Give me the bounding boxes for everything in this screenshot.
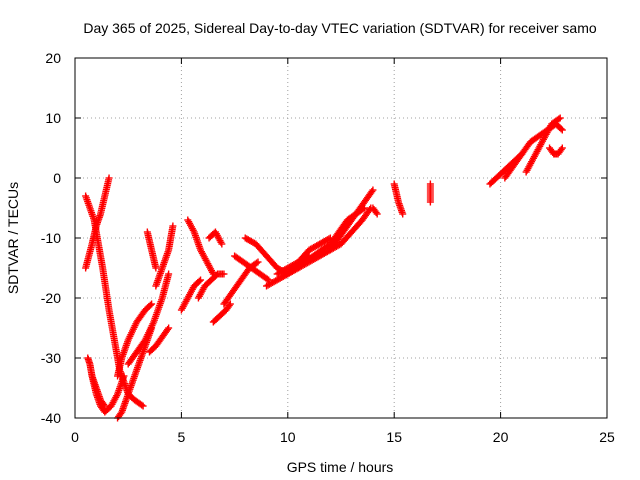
data-series-segment — [546, 144, 566, 158]
data-point — [169, 222, 177, 230]
data-point — [220, 270, 228, 278]
data-point — [254, 258, 262, 266]
y-tick-label: -10 — [41, 230, 61, 246]
x-axis-title: GPS time / hours — [287, 459, 394, 475]
data-series-segment — [82, 192, 147, 410]
data-series-segment — [205, 228, 226, 248]
data-marks — [82, 114, 566, 422]
x-tick-label: 20 — [493, 429, 509, 445]
data-point — [148, 300, 156, 308]
data-series-segment — [194, 270, 228, 302]
data-point — [369, 186, 377, 194]
data-series-segment — [369, 204, 381, 218]
data-series-segment — [294, 204, 375, 272]
data-point — [218, 240, 226, 248]
data-point — [557, 146, 565, 153]
data-point — [165, 324, 173, 332]
data-point — [558, 144, 566, 152]
data-point — [105, 174, 113, 182]
data-series-segment — [522, 114, 564, 176]
data-series-segment — [184, 216, 217, 278]
y-tick-label: -30 — [41, 350, 61, 366]
x-tick-label: 10 — [280, 429, 296, 445]
data-point — [100, 401, 108, 408]
data-point — [138, 401, 146, 409]
data-series-segment — [152, 222, 177, 290]
data-point — [558, 126, 566, 134]
data-point — [164, 326, 172, 333]
data-series-segment — [220, 258, 262, 308]
y-tick-label: 20 — [45, 50, 61, 66]
data-point — [226, 300, 234, 308]
data-series-segment — [326, 186, 377, 254]
chart-title: Day 365 of 2025, Sidereal Day-to-day VTE… — [83, 20, 596, 36]
x-tick-label: 15 — [386, 429, 402, 445]
data-series-segment — [114, 300, 156, 380]
data-series-segment — [124, 270, 173, 368]
data-point — [101, 402, 109, 410]
data-point — [152, 264, 160, 272]
tick-layer: 0 5 10 15 20 25 -40 -30 -20 -10 0 10 20 — [41, 50, 615, 445]
data-point — [195, 277, 203, 285]
y-tick-label: -20 — [41, 290, 61, 306]
data-point — [373, 210, 381, 218]
data-series-segment — [145, 324, 173, 356]
data-point — [263, 275, 271, 283]
data-point — [368, 188, 376, 195]
data-series-segment — [231, 252, 273, 284]
data-point — [225, 302, 233, 309]
data-series-segment — [143, 228, 160, 272]
data-point — [556, 114, 564, 122]
data-point — [557, 125, 565, 133]
data-point — [555, 115, 563, 123]
data-series-segment — [84, 354, 109, 410]
data-point — [426, 198, 434, 206]
data-point — [197, 276, 205, 284]
y-tick-label: 0 — [53, 170, 61, 186]
data-point — [372, 209, 380, 216]
data-series-segment — [177, 276, 205, 314]
y-axis-title: SDTVAR / TECUs — [5, 182, 21, 294]
y-tick-label: -40 — [41, 410, 61, 426]
data-point — [399, 210, 407, 218]
data-point — [139, 402, 147, 410]
data-point — [120, 372, 128, 380]
data-series-segment — [390, 180, 407, 218]
data-point — [253, 259, 261, 267]
data-series-segment — [209, 300, 234, 326]
data-point — [146, 301, 154, 309]
x-tick-label: 0 — [71, 429, 79, 445]
data-series-segment — [82, 174, 113, 272]
x-tick-label: 25 — [599, 429, 615, 445]
data-series-segment — [426, 180, 434, 206]
y-tick-label: 10 — [45, 110, 61, 126]
x-tick-label: 5 — [178, 429, 186, 445]
data-point — [165, 270, 173, 278]
